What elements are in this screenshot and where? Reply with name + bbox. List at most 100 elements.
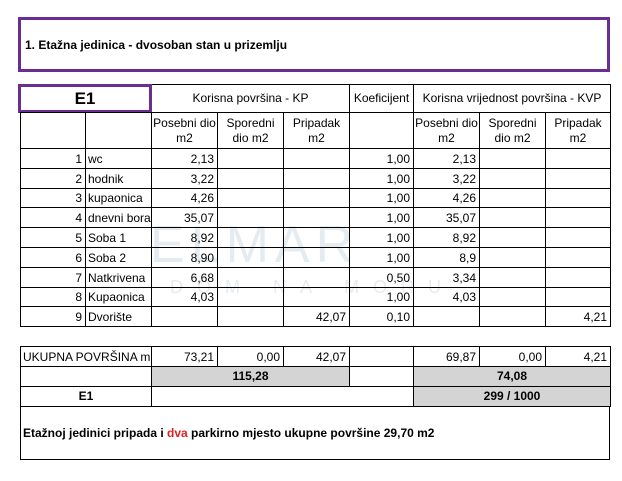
value-cell (283, 287, 350, 307)
room-name: Natkrivena (85, 267, 152, 288)
row-number: 9 (20, 306, 86, 327)
total-value: 42,07 (283, 346, 350, 367)
value-cell: 2,13 (151, 148, 218, 169)
note: Etažnoj jedinici pripada i dva parkirno … (20, 406, 610, 460)
title-box: 1. Etažna jedinica - dvosoban stan u pri… (18, 17, 610, 72)
value-cell (479, 168, 546, 189)
value-cell (479, 287, 546, 307)
row-number: 1 (20, 148, 86, 169)
room-name: Dvorište (85, 306, 152, 327)
value-cell: 1,00 (349, 168, 414, 189)
kvp-total: 74,08 (413, 366, 611, 387)
value-cell (283, 227, 350, 248)
row-number: 8 (20, 287, 86, 307)
value-cell (283, 148, 350, 169)
sub-header: Posebni dio m2 (151, 112, 218, 149)
row-number: 4 (20, 207, 86, 228)
value-cell: 3,22 (151, 168, 218, 189)
room-name: Soba 2 (85, 247, 152, 268)
value-cell (217, 168, 284, 189)
cell (85, 112, 152, 149)
value-cell: 2,13 (413, 148, 480, 169)
value-cell: 8,92 (413, 227, 480, 248)
value-cell: 6,68 (151, 267, 218, 288)
row-number: 7 (20, 267, 86, 288)
total-value: 69,87 (413, 346, 480, 367)
value-cell (217, 247, 284, 268)
value-cell (479, 306, 546, 327)
value-cell (479, 247, 546, 268)
value-cell: 35,07 (413, 207, 480, 228)
note-highlight: dva (167, 426, 188, 440)
value-cell (217, 188, 284, 208)
value-cell: 1,00 (349, 287, 414, 307)
value-cell (545, 168, 611, 189)
share: 299 / 1000 (413, 386, 611, 407)
total-label: UKUPNA POVRŠINA m (20, 346, 152, 367)
room-name: Kupaonica (85, 287, 152, 307)
value-cell (283, 207, 350, 228)
room-name: wc (85, 148, 152, 169)
value-cell: 42,07 (283, 306, 350, 327)
value-cell (283, 168, 350, 189)
kp-total: 115,28 (151, 366, 350, 387)
sub-header: Posebni dio m2 (413, 112, 480, 149)
value-cell: 4,03 (413, 287, 480, 307)
value-cell: 1,00 (349, 148, 414, 169)
group-header: Koeficijent (349, 84, 414, 113)
value-cell (545, 247, 611, 268)
value-cell: 1,00 (349, 188, 414, 208)
room-name: dnevni bora (85, 207, 152, 228)
value-cell: 0,10 (349, 306, 414, 327)
value-cell (545, 227, 611, 248)
cell (20, 366, 152, 387)
value-cell: 3,34 (413, 267, 480, 288)
value-cell: 4,26 (413, 188, 480, 208)
room-name: kupaonica (85, 188, 152, 208)
value-cell: 3,22 (413, 168, 480, 189)
value-cell (217, 287, 284, 307)
value-cell (217, 227, 284, 248)
total-value: 4,21 (545, 346, 611, 367)
unit-label: E1 (18, 84, 152, 113)
row-number: 5 (20, 227, 86, 248)
value-cell (479, 207, 546, 228)
group-header: Korisna površina - KP (151, 84, 350, 113)
title: 1. Etažna jedinica - dvosoban stan u pri… (25, 37, 288, 52)
value-cell (545, 148, 611, 169)
cell (349, 346, 414, 367)
total-value: 0,00 (479, 346, 546, 367)
group-header: Korisna vrijednost površina - KVP (413, 84, 611, 113)
value-cell (545, 207, 611, 228)
value-cell: 0,50 (349, 267, 414, 288)
value-cell: 4,21 (545, 306, 611, 327)
value-cell: 4,26 (151, 188, 218, 208)
value-cell (545, 287, 611, 307)
cell (349, 112, 414, 149)
row-number: 2 (20, 168, 86, 189)
row-number: 3 (20, 188, 86, 208)
cell (20, 112, 86, 149)
total-value: 0,00 (217, 346, 284, 367)
room-name: hodnik (85, 168, 152, 189)
value-cell (283, 267, 350, 288)
unit: E1 (20, 386, 152, 407)
value-cell: 8,90 (151, 247, 218, 268)
total-value: 73,21 (151, 346, 218, 367)
value-cell: 8,92 (151, 227, 218, 248)
sub-header: Sporedni dio m2 (479, 112, 546, 149)
sub-header: Pripadak m2 (283, 112, 350, 149)
value-cell (479, 227, 546, 248)
value-cell (217, 267, 284, 288)
value-cell: 1,00 (349, 227, 414, 248)
value-cell: 8,9 (413, 247, 480, 268)
value-cell: 1,00 (349, 247, 414, 268)
room-name: Soba 1 (85, 227, 152, 248)
value-cell: 1,00 (349, 207, 414, 228)
value-cell (545, 188, 611, 208)
value-cell (479, 148, 546, 169)
cell (349, 366, 414, 387)
value-cell (217, 306, 284, 327)
value-cell: 35,07 (151, 207, 218, 228)
